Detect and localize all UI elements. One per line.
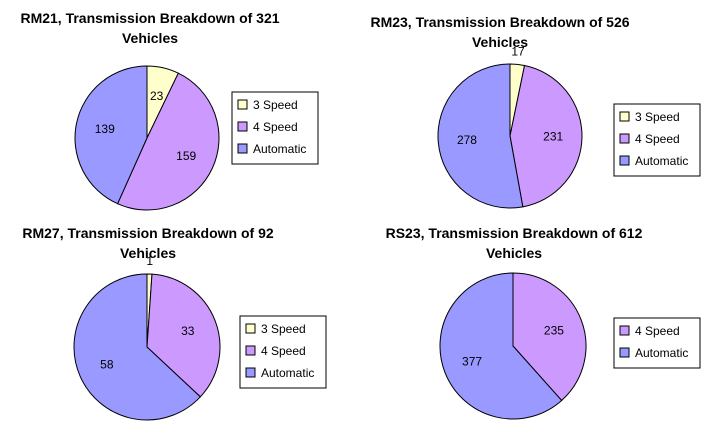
slice-value-label: 17 bbox=[511, 44, 525, 58]
pie-slice bbox=[74, 65, 148, 205]
legend: 3 Speed 4 Speed Automatic bbox=[231, 91, 319, 165]
pie bbox=[74, 65, 220, 211]
slice-value-label: 377 bbox=[462, 355, 482, 369]
legend-label: Automatic bbox=[635, 346, 688, 360]
legend-label: 3 Speed bbox=[261, 322, 306, 336]
slice-value-label: 23 bbox=[150, 89, 164, 103]
slice-value-label: 235 bbox=[544, 323, 564, 337]
pie-slice bbox=[116, 72, 220, 211]
slice-value-label: 33 bbox=[181, 324, 195, 338]
chart-title-line: RM27, Transmission Breakdown of 92 bbox=[22, 225, 274, 241]
pie bbox=[73, 273, 221, 421]
legend-label: Automatic bbox=[635, 154, 688, 168]
legend-swatch bbox=[619, 325, 630, 336]
legend-swatch bbox=[619, 347, 630, 358]
legend-label: 3 Speed bbox=[635, 110, 680, 124]
pie-slice bbox=[437, 63, 524, 209]
legend-swatch bbox=[237, 99, 248, 110]
pie-slice bbox=[512, 272, 587, 402]
legend-swatch bbox=[245, 367, 256, 378]
legend-swatch bbox=[619, 155, 630, 166]
pie-slice bbox=[73, 273, 202, 421]
pie-chart-1: RM21, Transmission Breakdown of 321 Vehic… bbox=[20, 10, 319, 211]
slice-value-label: 1 bbox=[146, 254, 153, 268]
legend-label: 4 Speed bbox=[261, 344, 306, 358]
legend-swatch bbox=[245, 323, 256, 334]
pie bbox=[437, 63, 583, 209]
legend-label: 3 Speed bbox=[253, 98, 298, 112]
pie bbox=[439, 272, 587, 420]
pie-chart-2: RM23, Transmission Breakdown of 526 Vehic… bbox=[370, 14, 701, 209]
pie-slice bbox=[146, 273, 221, 398]
chart-title-line: Vehicles bbox=[122, 30, 178, 46]
legend: 4 Speed Automatic bbox=[613, 317, 701, 369]
legend-label: 4 Speed bbox=[635, 132, 680, 146]
chart-title-line: Vehicles bbox=[486, 245, 542, 261]
pie-slice bbox=[439, 272, 563, 420]
chart-title-line: RS23, Transmission Breakdown of 612 bbox=[386, 225, 643, 241]
legend-swatch bbox=[619, 111, 630, 122]
slice-value-label: 58 bbox=[100, 357, 114, 371]
chart-title-line: Vehicles bbox=[472, 34, 528, 50]
chart-title-line: RM23, Transmission Breakdown of 526 bbox=[370, 14, 629, 30]
legend-swatch bbox=[237, 143, 248, 154]
legend-label: Automatic bbox=[261, 366, 314, 380]
legend: 3 Speed 4 Speed Automatic bbox=[239, 315, 327, 389]
slice-value-label: 231 bbox=[543, 130, 563, 144]
pie-chart-3: RM27, Transmission Breakdown of 92 Vehicl… bbox=[22, 225, 327, 421]
chart-title-line: RM21, Transmission Breakdown of 321 bbox=[20, 10, 279, 26]
pie-slice bbox=[509, 64, 583, 208]
pie-chart-4: RS23, Transmission Breakdown of 612 Vehic… bbox=[386, 225, 701, 420]
legend-swatch bbox=[237, 121, 248, 132]
legend-swatch bbox=[619, 133, 630, 144]
legend-label: 4 Speed bbox=[253, 120, 298, 134]
chart-title-line: Vehicles bbox=[120, 245, 176, 261]
legend-label: Automatic bbox=[253, 142, 306, 156]
legend-label: 4 Speed bbox=[635, 324, 680, 338]
legend-swatch bbox=[245, 345, 256, 356]
slice-value-label: 278 bbox=[457, 133, 477, 147]
slice-value-label: 159 bbox=[176, 149, 196, 163]
legend: 3 Speed 4 Speed Automatic bbox=[613, 103, 701, 177]
slice-value-label: 139 bbox=[95, 122, 115, 136]
